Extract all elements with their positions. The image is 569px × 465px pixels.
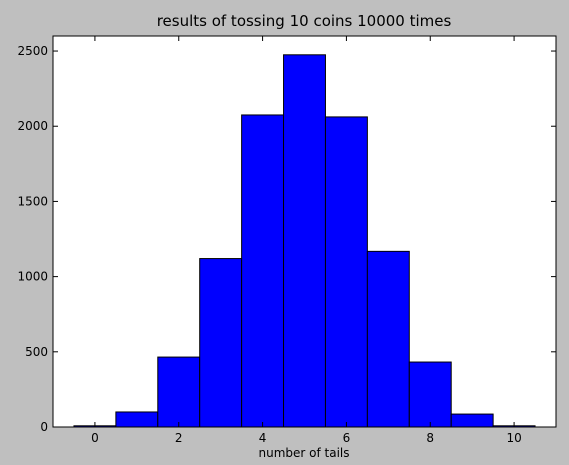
x-tick-label-6: 6: [343, 431, 351, 445]
y-tick-label-2000: 2000: [17, 119, 48, 133]
y-tick-label-2500: 2500: [17, 44, 48, 58]
x-tick-label-0: 0: [91, 431, 99, 445]
bar-4: [241, 114, 285, 428]
bar-3: [199, 258, 243, 428]
x-axis-label: number of tails: [258, 446, 349, 460]
bar-2: [157, 356, 201, 428]
bar-9: [450, 413, 494, 428]
x-tick-label-8: 8: [426, 431, 434, 445]
y-tick-label-1000: 1000: [17, 270, 48, 284]
bar-8: [408, 361, 452, 428]
plot-frame: [52, 35, 557, 428]
y-tick-label-0: 0: [40, 420, 48, 434]
bars-group: [73, 54, 536, 428]
y-tick-label-1500: 1500: [17, 194, 48, 208]
ticks-group: 0 2 4 6 8 10 0 500 1000 1500 2000 2500: [17, 36, 556, 445]
x-tick-label-10: 10: [506, 431, 521, 445]
x-tick-label-4: 4: [259, 431, 267, 445]
bar-1: [115, 411, 159, 428]
y-tick-label-500: 500: [25, 345, 48, 359]
bar-6: [324, 116, 368, 428]
chart-title: results of tossing 10 coins 10000 times: [157, 12, 452, 30]
x-tick-label-2: 2: [175, 431, 183, 445]
bar-7: [366, 250, 410, 428]
bar-5: [283, 54, 326, 428]
